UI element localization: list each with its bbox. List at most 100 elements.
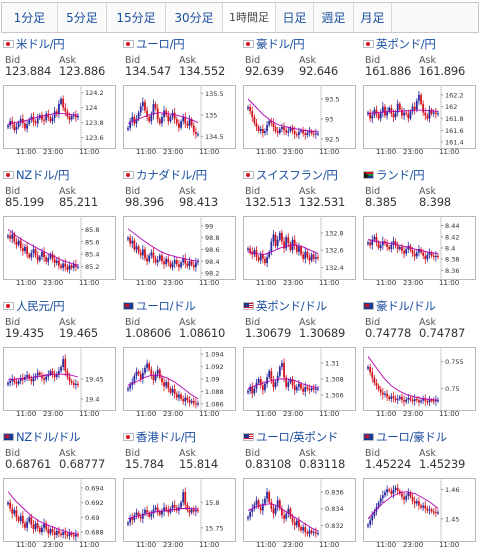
- price-chart[interactable]: 99 98.8 98.6 98.4 98.2: [123, 216, 236, 280]
- candle-body: [247, 391, 249, 393]
- pair-title[interactable]: 米ドル/円: [3, 36, 65, 52]
- candle-body: [268, 121, 271, 125]
- candle-body: [171, 263, 174, 268]
- price-chart[interactable]: 124.2 124 123.8 123.6: [3, 85, 116, 149]
- price-chart[interactable]: 85.8 85.6 85.4 85.2: [3, 216, 116, 280]
- y-tick-label: 0.69: [85, 514, 99, 522]
- pair-name-link[interactable]: ユーロ/ドル: [136, 299, 196, 313]
- pair-title[interactable]: 人民元/円: [3, 298, 65, 314]
- pair-title[interactable]: スイスフラン/円: [243, 167, 338, 183]
- tab-1hour[interactable]: 1時間足: [223, 3, 276, 32]
- candle-body: [312, 133, 315, 135]
- candle-body: [428, 109, 431, 119]
- price-chart[interactable]: 8.44 8.42 8.4 8.38 8.36: [363, 216, 476, 280]
- x-tick-label: 11:00: [439, 279, 460, 287]
- candle-body: [135, 512, 138, 516]
- candle-body: [64, 263, 67, 267]
- candle-body: [249, 107, 252, 111]
- candle-body: [434, 511, 437, 513]
- y-tick-label: 123.6: [85, 134, 104, 142]
- candle-body: [68, 116, 71, 120]
- pair-title[interactable]: ユーロ/英ポンド: [243, 429, 338, 445]
- pair-title[interactable]: ランド/円: [363, 167, 425, 183]
- tab-15min[interactable]: 15分足: [107, 3, 166, 32]
- pair-title[interactable]: 英ポンド/ドル: [243, 298, 327, 314]
- tab-5min[interactable]: 5分足: [58, 3, 107, 32]
- candle-body: [426, 254, 429, 260]
- candle-body: [163, 261, 165, 265]
- candle-body: [369, 520, 372, 525]
- pair-name-link[interactable]: ユーロ/豪ドル: [376, 430, 447, 444]
- pair-name-link[interactable]: スイスフラン/円: [256, 168, 338, 182]
- pair-title[interactable]: ユーロ/豪ドル: [363, 429, 447, 445]
- pair-name-link[interactable]: ランド/円: [376, 168, 425, 182]
- price-chart[interactable]: 15.8 15.75: [123, 478, 236, 542]
- pair-name-link[interactable]: 英ポンド/円: [376, 37, 436, 51]
- price-chart[interactable]: 0.694 0.692 0.69 0.688: [3, 478, 116, 542]
- price-chart[interactable]: 19.45 19.4: [3, 347, 116, 411]
- candle-body: [388, 396, 391, 399]
- price-chart[interactable]: 93.5 93 92.5: [243, 85, 356, 149]
- candle-body: [127, 522, 129, 525]
- price-chart[interactable]: 132.8 132.6 132.4: [243, 216, 356, 280]
- price-chart[interactable]: 1.31 1.308 1.306: [243, 347, 356, 411]
- pair-title[interactable]: 英ポンド/円: [363, 36, 436, 52]
- candle-body: [188, 261, 191, 266]
- pair-name-link[interactable]: NZドル/円: [16, 168, 70, 182]
- candle-body: [148, 512, 151, 517]
- price-chart[interactable]: 162.2 162 161.8 161.6 161.4: [363, 85, 476, 149]
- pair-title[interactable]: NZドル/円: [3, 167, 69, 183]
- candle-body: [154, 258, 157, 263]
- candle-body: [53, 111, 56, 119]
- pair-title[interactable]: ユーロ/円: [123, 36, 185, 52]
- pair-name-link[interactable]: 人民元/円: [16, 299, 65, 313]
- price-chart[interactable]: 0.836 0.834 0.832: [243, 478, 356, 542]
- pair-name-link[interactable]: 豪ドル/円: [256, 37, 305, 51]
- candle-body: [274, 234, 277, 246]
- pair-name-link[interactable]: 豪ドル/ドル: [376, 299, 436, 313]
- pair-name-link[interactable]: カナダドル/円: [136, 168, 207, 182]
- pair-name-link[interactable]: 米ドル/円: [16, 37, 65, 51]
- pair-name-link[interactable]: 香港ドル/円: [136, 430, 196, 444]
- x-tick-label: 11:00: [439, 541, 460, 549]
- candle-body: [314, 388, 317, 390]
- price-chart[interactable]: 1.094 1.092 1.09 1.088 1.086: [123, 347, 236, 411]
- pair-name-link[interactable]: NZドル/ドル: [16, 430, 81, 444]
- candle-body: [47, 374, 50, 377]
- y-tick-label: 0.836: [325, 489, 344, 497]
- tab-monthly[interactable]: 月足: [354, 3, 392, 32]
- price-chart[interactable]: 1.46 1.45: [363, 478, 476, 542]
- flag-icon: [123, 302, 134, 310]
- x-tick-label: 11:00: [199, 410, 220, 418]
- y-tick-label: 162.2: [445, 91, 464, 99]
- pair-title[interactable]: NZドル/ドル: [3, 429, 81, 445]
- ask-label: Ask: [179, 317, 196, 328]
- candle-body: [156, 108, 159, 120]
- candle-body: [32, 116, 35, 122]
- candle-body: [314, 532, 317, 534]
- ask-value: 134.552: [179, 64, 226, 78]
- candle-body: [129, 237, 132, 244]
- pair-name-link[interactable]: 英ポンド/ドル: [256, 299, 327, 313]
- tab-weekly[interactable]: 週足: [314, 3, 354, 32]
- candle-body: [392, 396, 395, 398]
- price-chart[interactable]: 0.755 0.75: [363, 347, 476, 411]
- ask-label: Ask: [419, 317, 436, 328]
- pair-name-link[interactable]: ユーロ/英ポンド: [256, 430, 338, 444]
- pair-name-link[interactable]: ユーロ/円: [136, 37, 185, 51]
- tab-daily[interactable]: 日足: [276, 3, 314, 32]
- pair-title[interactable]: カナダドル/円: [123, 167, 207, 183]
- pair-title[interactable]: 香港ドル/円: [123, 429, 196, 445]
- candle-body: [291, 127, 294, 131]
- x-tick-label: 11:00: [376, 279, 397, 287]
- pair-title[interactable]: ユーロ/ドル: [123, 298, 196, 314]
- tab-1min[interactable]: 1分足: [2, 3, 58, 32]
- tab-30min[interactable]: 30分足: [166, 3, 223, 32]
- pair-title[interactable]: 豪ドル/円: [243, 36, 305, 52]
- price-chart[interactable]: 135.5 135 134.5: [123, 85, 236, 149]
- candle-body: [141, 249, 144, 256]
- candle-body: [278, 129, 281, 133]
- pair-title[interactable]: 豪ドル/ドル: [363, 298, 436, 314]
- candle-body: [291, 517, 294, 523]
- x-tick-label: 11:00: [376, 541, 397, 549]
